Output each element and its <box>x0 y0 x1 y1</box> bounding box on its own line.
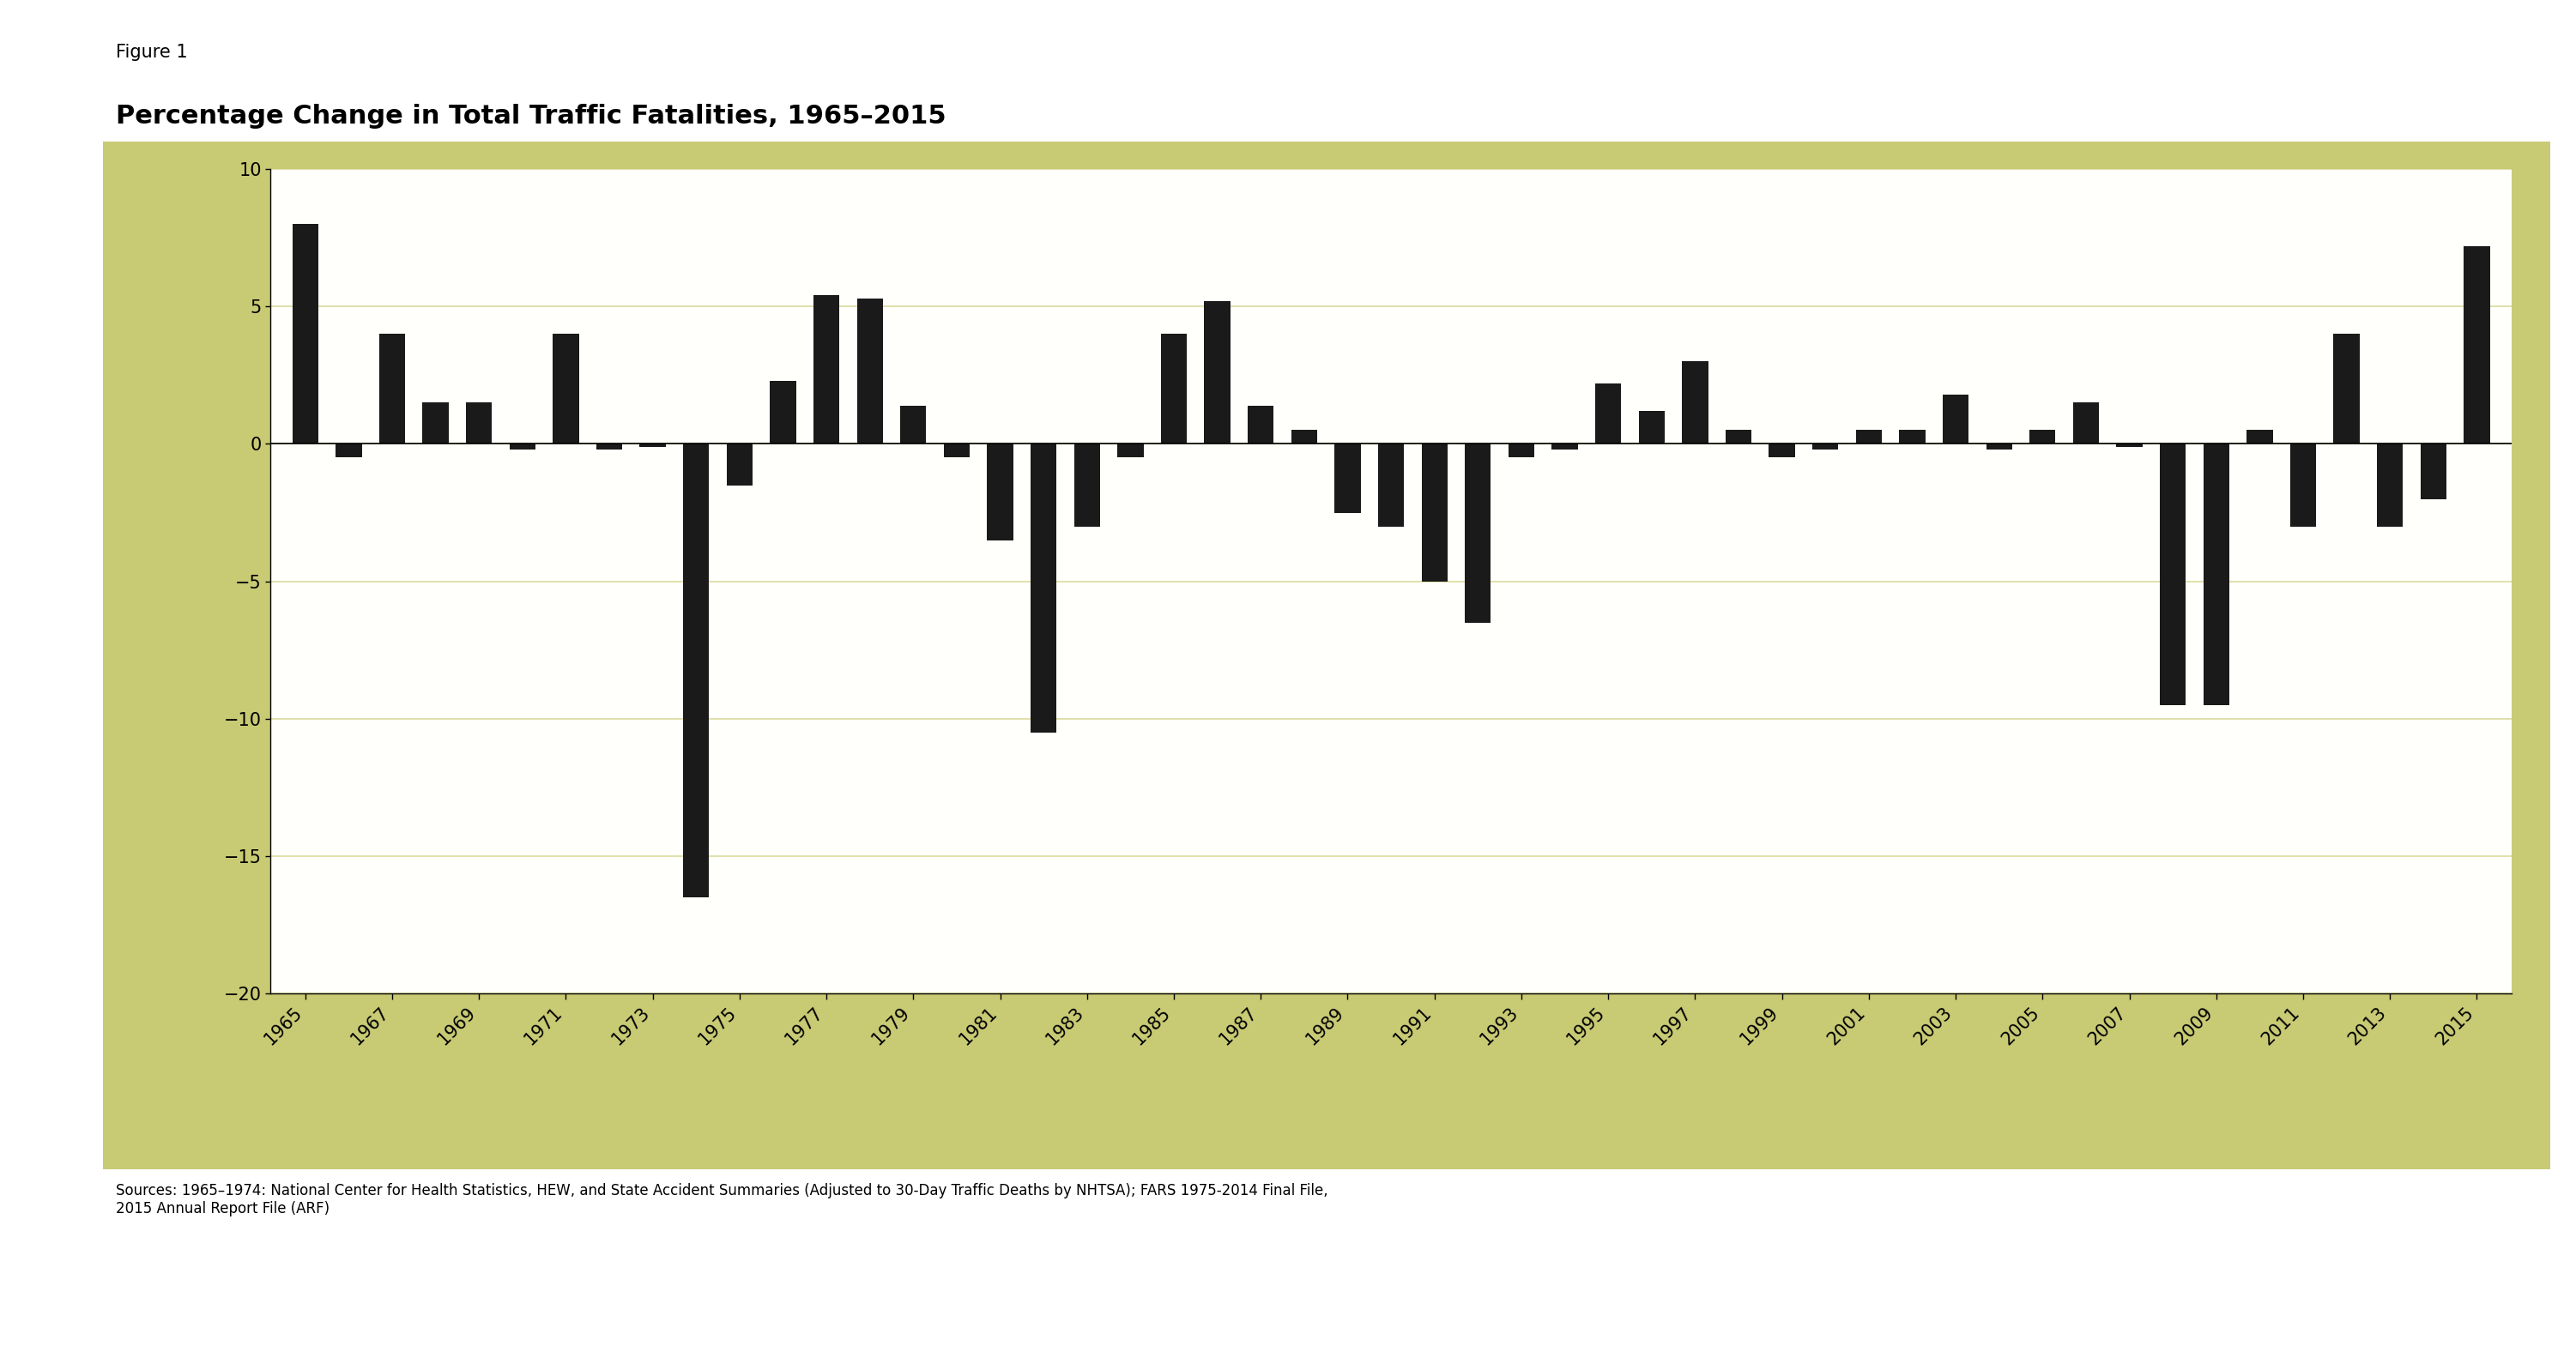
Bar <box>1770 443 1795 458</box>
Bar <box>2421 443 2447 499</box>
Bar <box>1466 443 1492 622</box>
Bar <box>510 443 536 449</box>
Bar <box>1855 430 1883 443</box>
Bar <box>1422 443 1448 581</box>
Bar <box>1074 443 1100 526</box>
Bar <box>2463 246 2491 443</box>
Bar <box>899 406 927 443</box>
Bar <box>595 443 623 449</box>
Bar <box>1682 361 1708 443</box>
Text: Percentage Change in Total Traffic Fatalities, 1965–2015: Percentage Change in Total Traffic Fatal… <box>116 104 945 128</box>
Bar <box>2202 443 2228 706</box>
Bar <box>2074 403 2099 443</box>
Bar <box>2159 443 2187 706</box>
Bar <box>814 296 840 443</box>
Bar <box>726 443 752 485</box>
Bar <box>1814 443 1839 449</box>
Bar <box>1118 443 1144 458</box>
Bar <box>683 443 708 898</box>
Bar <box>335 443 361 458</box>
Bar <box>291 224 319 443</box>
Bar <box>2246 430 2272 443</box>
Bar <box>858 299 884 443</box>
Bar <box>1899 430 1924 443</box>
Bar <box>1030 443 1056 733</box>
Bar <box>770 381 796 443</box>
Bar <box>1291 430 1316 443</box>
Text: Figure 1: Figure 1 <box>116 43 188 61</box>
Bar <box>2290 443 2316 526</box>
Bar <box>2378 443 2403 526</box>
Bar <box>1206 301 1231 443</box>
Bar <box>1638 411 1664 443</box>
Bar <box>1726 430 1752 443</box>
Bar <box>1986 443 2012 449</box>
Bar <box>1378 443 1404 526</box>
Bar <box>2117 443 2143 446</box>
Bar <box>1551 443 1579 449</box>
Text: Sources: 1965–1974: National Center for Health Statistics, HEW, and State Accide: Sources: 1965–1974: National Center for … <box>116 1183 1329 1217</box>
Bar <box>1162 334 1188 443</box>
Bar <box>987 443 1012 541</box>
Bar <box>422 403 448 443</box>
Bar <box>1247 406 1273 443</box>
Bar <box>1510 443 1535 458</box>
Bar <box>466 403 492 443</box>
Bar <box>639 443 665 446</box>
Bar <box>1942 395 1968 443</box>
Bar <box>943 443 969 458</box>
Bar <box>554 334 580 443</box>
Bar <box>379 334 404 443</box>
Bar <box>1595 384 1620 443</box>
Bar <box>2030 430 2056 443</box>
Bar <box>2334 334 2360 443</box>
Bar <box>1334 443 1360 512</box>
